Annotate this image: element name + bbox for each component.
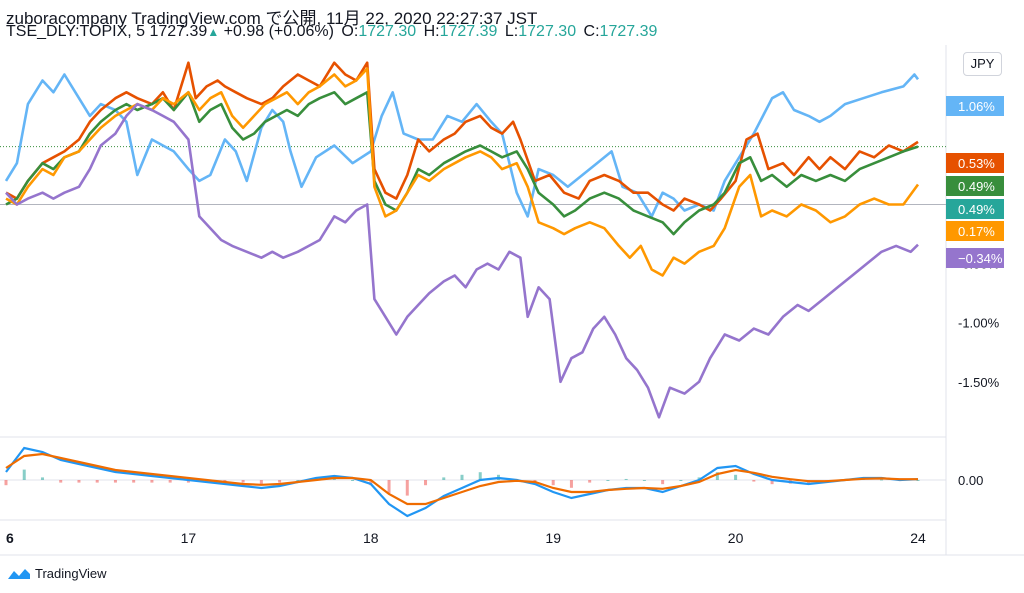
histogram-bar [113, 480, 117, 483]
x-tick-label: 19 [545, 530, 561, 546]
tradingview-logo[interactable]: TradingView [6, 566, 107, 581]
histogram-bar [715, 472, 719, 480]
series-line [5, 67, 920, 277]
high-value: 1727.39 [439, 23, 498, 40]
histogram-bar [916, 480, 920, 481]
last-value-tag [946, 153, 1004, 173]
histogram-bar [40, 477, 44, 480]
histogram-bar [150, 480, 154, 483]
histogram-bar [424, 480, 428, 486]
last-value-tag [946, 96, 1004, 116]
histogram-bar [186, 480, 190, 483]
histogram-bar [259, 480, 263, 485]
y-tick-label: -1.50% [958, 375, 1000, 390]
symbol-ohlc-line: TSE_DLY:TOPIX, 5 1727.39▲ +0.98 (+0.06%)… [6, 23, 657, 41]
histogram-bar [351, 480, 355, 481]
last-value-label: 0.17% [958, 224, 995, 239]
oscillator-line [5, 446, 919, 518]
histogram-bar [77, 480, 81, 483]
last-value-label: 1.06% [958, 99, 995, 114]
oscillator-tick-label: 0.00 [958, 473, 983, 488]
last-value-label: 0.53% [958, 156, 995, 171]
histogram-bar [168, 480, 172, 483]
histogram-bar [369, 480, 373, 486]
histogram-bar [734, 474, 738, 480]
histogram-bar [405, 480, 409, 496]
histogram-bar [588, 480, 592, 483]
histogram-bar [241, 480, 245, 483]
low-value: 1727.30 [518, 23, 577, 40]
close-value: 1727.39 [599, 23, 658, 40]
histogram-bar [296, 480, 300, 481]
histogram-bar [752, 480, 756, 482]
histogram-bar [442, 477, 446, 480]
last-value-tag [946, 199, 1004, 219]
histogram-bar [569, 480, 573, 488]
histogram-bar [606, 480, 610, 481]
last-value-tag [946, 176, 1004, 196]
x-tick-label: 18 [363, 530, 379, 546]
x-tick-label: 17 [181, 530, 197, 546]
histogram-bar [624, 478, 628, 480]
series-line [4, 73, 920, 218]
close-label: C: [583, 23, 600, 40]
price-change: +0.98 (+0.06%) [223, 23, 334, 40]
last-value-tag [946, 221, 1004, 241]
last-value-label: 0.49% [958, 202, 995, 217]
open-label: O: [341, 23, 359, 40]
series-line [5, 91, 919, 236]
histogram-bar [661, 480, 665, 485]
x-tick-label: 20 [728, 530, 744, 546]
histogram-bar [4, 480, 8, 486]
high-label: H: [423, 23, 440, 40]
up-arrow-icon: ▲ [207, 25, 220, 39]
last-value-tag [946, 248, 1004, 268]
histogram-bar [278, 480, 282, 483]
histogram-bar [478, 472, 482, 480]
last-price: 1727.39 [149, 23, 208, 40]
histogram-bar [679, 480, 683, 481]
histogram-bar [132, 480, 136, 483]
open-value: 1727.30 [358, 23, 417, 40]
histogram-bar [880, 479, 884, 481]
histogram-bar [22, 469, 26, 480]
currency-button[interactable]: JPY [963, 52, 1002, 76]
last-value-label: 0.49% [958, 179, 995, 194]
histogram-bar [387, 480, 391, 493]
series-line [5, 61, 919, 212]
tradingview-label: TradingView [35, 566, 107, 581]
y-tick-label: -1.00% [958, 316, 1000, 331]
histogram-bar [551, 480, 555, 486]
low-label: L: [504, 23, 519, 40]
histogram-bar [642, 480, 646, 481]
series-line [5, 102, 919, 419]
symbol-name[interactable]: TSE_DLY:TOPIX, 5 [6, 23, 146, 40]
x-tick-label: 6 [6, 530, 14, 546]
tradingview-cloud-icon [8, 568, 30, 579]
last-value-label: −0.34% [958, 251, 1003, 266]
histogram-bar [460, 474, 464, 480]
histogram-bar [770, 480, 774, 485]
oscillator-line [5, 452, 918, 506]
x-tick-label: 24 [910, 530, 926, 546]
histogram-bar [95, 480, 99, 483]
publish-info: zuboracompany TradingView.com で公開, 11月 2… [6, 9, 538, 28]
histogram-bar [59, 480, 63, 483]
